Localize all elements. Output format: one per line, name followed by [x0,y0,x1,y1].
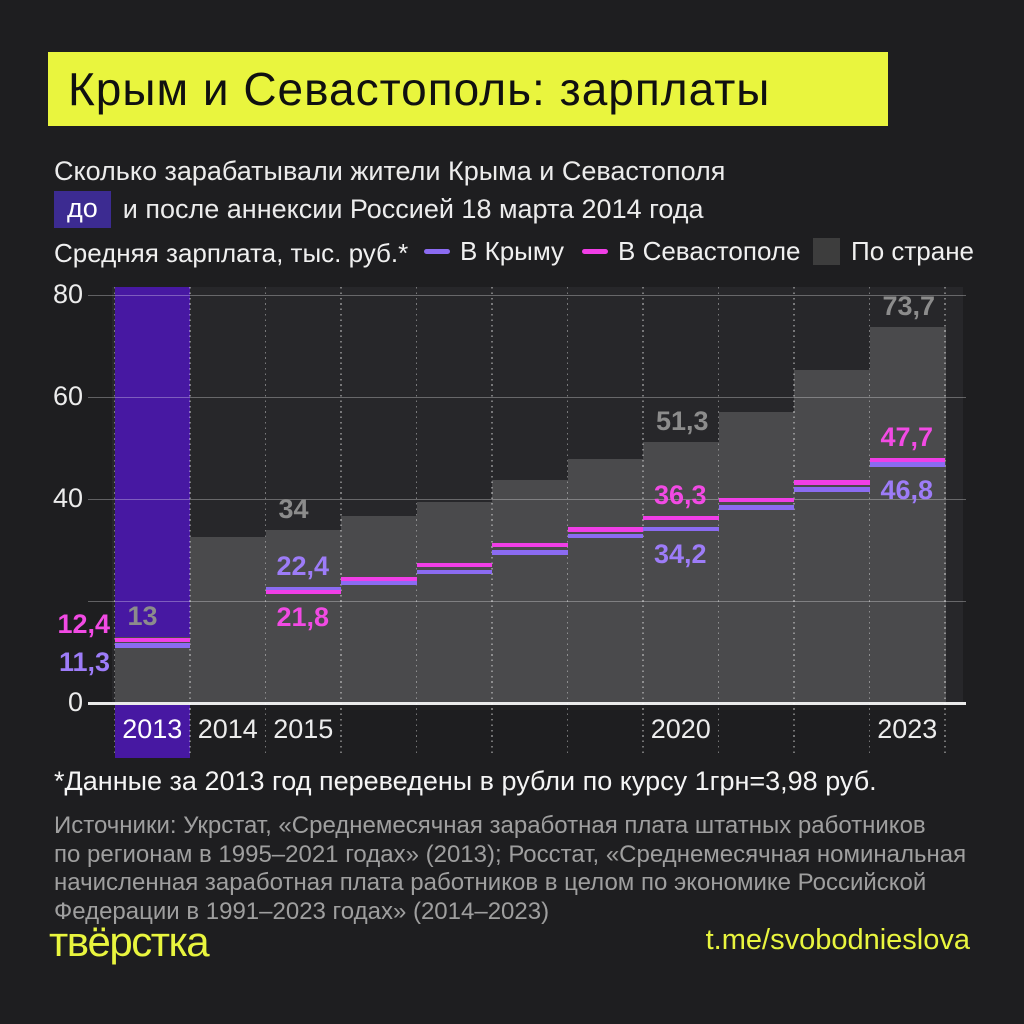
footnote: *Данные за 2013 год переведены в рубли п… [54,766,877,796]
country-step-2015 [265,529,342,704]
y-tick-0: 0 [67,687,83,718]
grid-dotted-7 [642,287,644,756]
x-tick-2014: 2014 [197,714,258,744]
country-step-2013 [114,637,191,704]
subtitle-chip: до [54,191,111,228]
legend-item-label: В Крыму [460,236,565,266]
value-label-crimea-2013: 11,3 [58,646,110,677]
gridline-y80 [88,294,966,297]
crimea-line-2016 [341,580,417,585]
grid-dotted-4 [415,287,418,756]
crimea-line-2022 [794,487,870,492]
country-step-2017 [416,502,493,704]
x-tick-2023: 2023 [877,714,938,744]
country-step-2023 [869,327,946,704]
country-step-2020 [643,441,720,704]
crimea-line-2015 [265,586,341,592]
sevastopol-line-2020 [643,515,719,521]
value-label-country-2023: 73,7 [882,291,936,322]
grid-dotted-2 [264,287,267,756]
legend-item-label: По стране [851,236,975,266]
value-label-sevastopol-2015: 21,8 [276,602,330,633]
y-tick-60: 60 [52,381,83,412]
country-step-2019 [567,459,644,704]
sevastopol-line-2018 [492,543,568,548]
sources-text: Источники: Укрстат, «Среднемесячная зара… [54,812,967,925]
value-label-sevastopol-2013: 12,4 [57,609,110,640]
value-label-crimea-2023: 46,8 [880,474,934,505]
value-label-crimea-2015: 22,4 [276,551,330,582]
grid-dotted-1 [189,287,191,756]
sevastopol-line-2023 [869,457,945,463]
grid-dotted-8 [717,287,720,756]
grid-dotted-11 [944,287,946,756]
y-tick-40: 40 [52,483,83,514]
country-step-2014 [190,537,267,704]
value-label-sevastopol-2023: 47,7 [880,422,934,453]
crimea-line-2021 [718,505,794,510]
legend-item-sevastopol: В Севастополе [582,236,800,267]
country-area-swatch-icon [813,238,840,265]
brand-logo: твёрстка [49,918,210,965]
subtitle: Сколько зарабатывали жители Крыма и Сева… [54,155,725,228]
gridline-y40 [88,498,966,501]
value-label-sevastopol-2020: 36,3 [654,480,707,511]
y-tick-80: 80 [52,279,83,310]
sevastopol-line-2017 [416,562,492,568]
sevastopol-line-2022 [794,480,870,485]
x-tick-2020: 2020 [650,714,711,744]
legend-item-crimea: В Крыму [424,236,564,267]
legend-item-label: В Севастополе [618,236,801,266]
sevastopol-line-2013 [114,637,190,643]
crimea-line-2018 [492,550,568,555]
sevastopol-line-2015 [265,589,341,595]
sevastopol-line-swatch-icon [582,249,608,254]
gridline-y60 [88,396,966,399]
value-label-crimea-2020: 34,2 [654,538,707,569]
country-step-2018 [492,480,569,704]
crimea-line-2020 [643,526,719,532]
subtitle-line2-text: и после аннексии Россией 18 марта 2014 г… [122,194,704,224]
subtitle-line2: до и после аннексии Россией 18 марта 201… [54,191,725,228]
country-step-2016 [341,516,418,704]
crimea-line-2023 [869,462,945,467]
grid-dotted-6 [566,287,569,756]
legend-title: Средняя зарплата, тыс. руб.* [54,238,409,268]
country-step-2021 [718,411,795,704]
country-step-2022 [794,370,871,704]
legend-item-country: По стране [813,236,974,267]
crimea-line-swatch-icon [424,249,450,254]
value-label-country-2015: 34 [278,493,309,524]
sevastopol-line-2021 [718,497,794,502]
sevastopol-line-2016 [341,576,417,582]
sevastopol-line-2019 [567,527,643,532]
crimea-line-2017 [416,569,492,574]
crimea-line-2019 [567,533,643,539]
grid-dotted-0 [113,287,116,756]
crimea-line-2013 [114,643,190,648]
subtitle-line1: Сколько зарабатывали жители Крыма и Сева… [54,156,726,186]
title-banner: Крым и Севастополь: зарплаты [48,52,888,126]
x-tick-2015: 2015 [273,714,334,744]
x-axis-line [88,701,966,705]
value-label-country-2013: 13 [127,601,158,631]
page-title: Крым и Севастополь: зарплаты [68,63,771,115]
value-label-country-2020: 51,3 [656,405,709,436]
grid-dotted-3 [340,287,342,756]
grid-dotted-5 [491,287,493,756]
grid-dotted-10 [868,287,871,756]
x-tick-2013: 2013 [122,714,183,744]
grid-dotted-9 [793,287,795,756]
telegram-link[interactable]: t.me/svobodnieslova [705,924,970,956]
gridline-y20 [88,600,966,603]
